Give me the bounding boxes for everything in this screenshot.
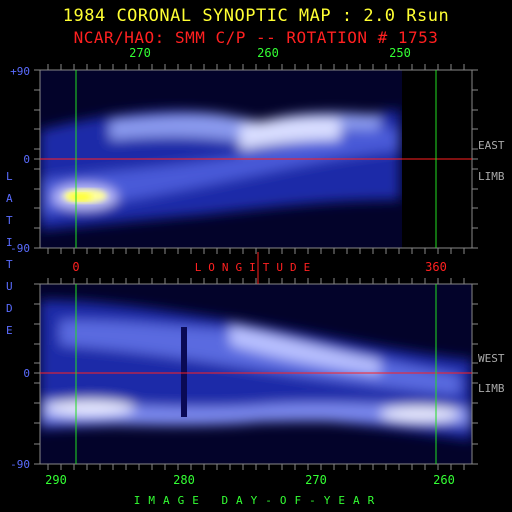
west-streamer-mid [60, 320, 460, 395]
west-heatmap [40, 284, 472, 464]
longitude-axis-label: LONGITUDE [195, 261, 318, 274]
east-peak-core [68, 193, 92, 201]
top-tick-label: 260 [257, 46, 279, 60]
y-tick-label: 0 [23, 153, 30, 166]
east-heatmap [40, 70, 472, 248]
west-limb-label: LIMB [478, 382, 505, 395]
day-tick-label: 290 [45, 473, 67, 487]
y-tick-label: -90 [10, 242, 30, 255]
longitude-tick-label: 360 [425, 260, 447, 274]
east-streamer-mid [40, 128, 400, 215]
west-streamer-bright [230, 325, 380, 375]
top-tick-label: 270 [129, 46, 151, 60]
day-tick-label: 270 [305, 473, 327, 487]
map-title: 1984 CORONAL SYNOPTIC MAP : 2.0 Rsun [62, 6, 450, 26]
map-subtitle: NCAR/HAO: SMM C/P -- ROTATION # 1753 [73, 28, 439, 47]
tick-marks [34, 64, 478, 470]
day-tick-label: 280 [173, 473, 195, 487]
west-label: WEST [478, 352, 505, 365]
east-label: EAST [478, 139, 505, 152]
west-bright-right [380, 406, 460, 422]
top-tick-label: 250 [389, 46, 411, 60]
day-axis-label: IMAGE DAY-OF-YEAR [134, 494, 383, 507]
west-band-south [40, 400, 472, 426]
y-tick-label: -90 [10, 458, 30, 471]
y-tick-label: 0 [23, 367, 30, 380]
longitude-tick-label: 0 [72, 260, 79, 274]
day-tick-label: 260 [433, 473, 455, 487]
east-limb-label: LIMB [478, 170, 505, 183]
east-streamer-bright [240, 116, 340, 150]
y-tick-label: +90 [10, 65, 30, 78]
west-dark-stripe [181, 327, 187, 417]
west-bright-left [45, 400, 135, 416]
